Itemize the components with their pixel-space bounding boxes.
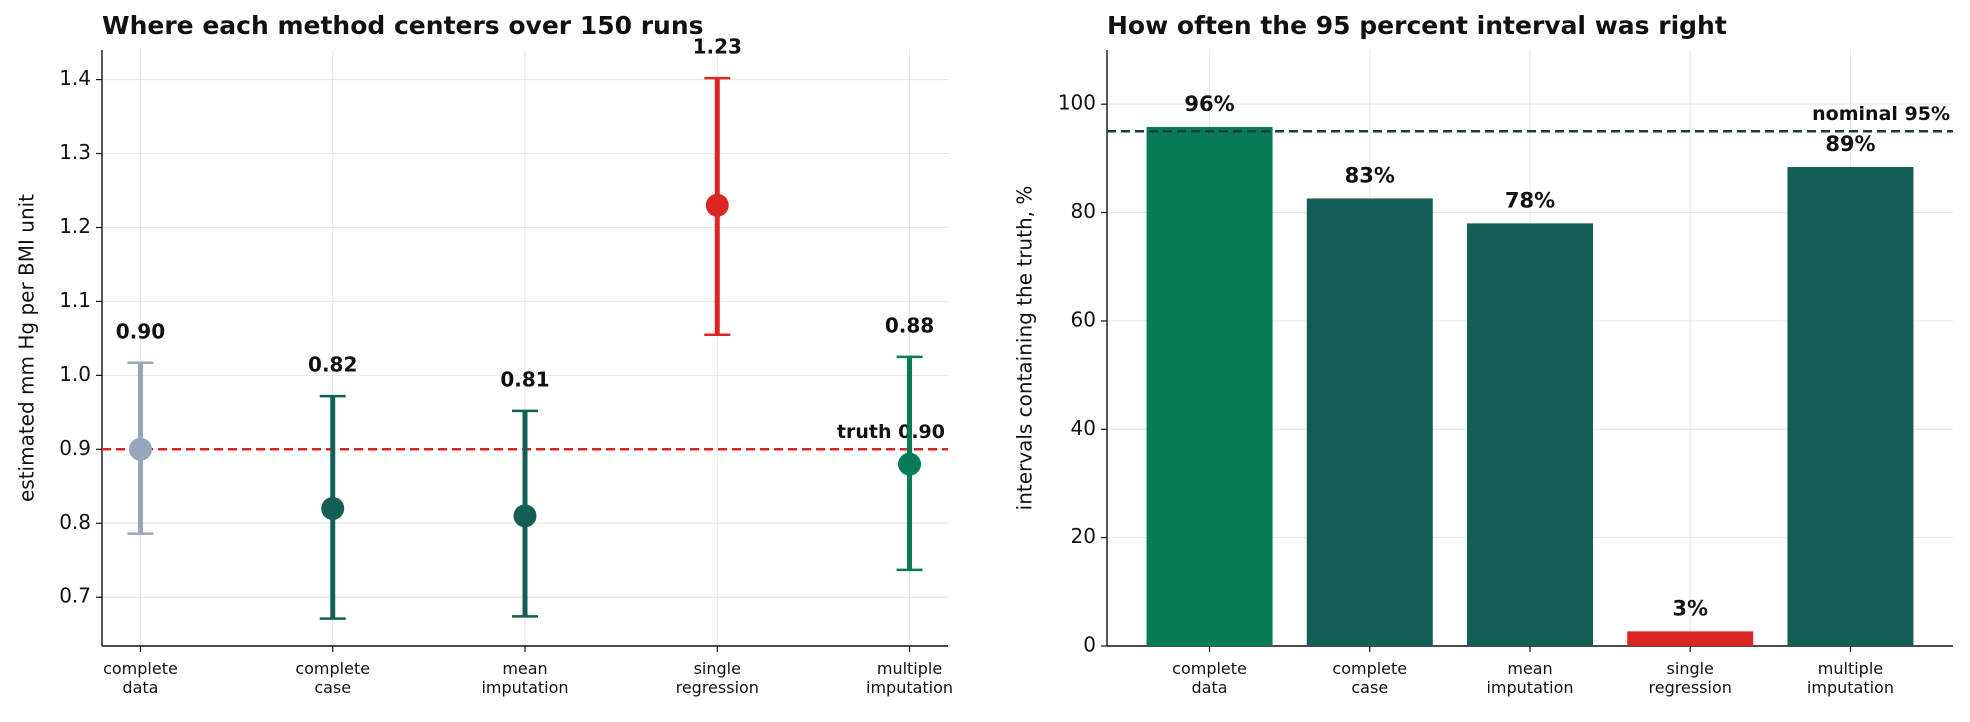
y-tick-label: 1.0 — [59, 362, 91, 386]
bar — [1787, 167, 1914, 647]
y-tick-label: 0.8 — [59, 510, 91, 534]
x-tick-label: multiple imputation — [866, 659, 954, 697]
point — [705, 193, 729, 217]
y-tick-label: 1.4 — [59, 66, 91, 90]
reference-label: nominal 95% — [1812, 103, 1950, 125]
value-label: 0.81 — [500, 367, 549, 391]
value-label: 89% — [1825, 132, 1875, 156]
x-tick-label: complete case — [295, 659, 371, 697]
x-tick-label: complete data — [103, 659, 178, 697]
value-label: 3% — [1672, 596, 1708, 620]
y-tick-label: 60 — [1071, 307, 1096, 331]
x-tick-label: single regression — [1648, 659, 1732, 697]
value-label: 78% — [1505, 188, 1555, 212]
y-tick-label: 80 — [1071, 199, 1096, 223]
value-label: 0.82 — [308, 353, 357, 377]
bar — [1467, 223, 1593, 646]
point — [898, 452, 922, 476]
x-tick-label: complete case — [1332, 659, 1408, 697]
value-label: 0.90 — [116, 319, 165, 343]
value-label: 0.88 — [885, 313, 934, 337]
y-tick-label: 20 — [1071, 524, 1096, 548]
y-tick-label: 0 — [1083, 633, 1096, 657]
x-tick-label: single regression — [675, 659, 759, 697]
value-label: 96% — [1184, 92, 1234, 116]
point — [128, 437, 152, 461]
point — [321, 496, 345, 520]
y-tick-label: 0.7 — [59, 584, 91, 608]
point — [513, 504, 537, 528]
chart-title: How often the 95 percent interval was ri… — [1107, 11, 1727, 40]
chart-title: Where each method centers over 150 runs — [102, 11, 704, 40]
y-axis-label: estimated mm Hg per BMI unit — [15, 194, 39, 502]
bar — [1627, 631, 1754, 646]
bar — [1306, 198, 1433, 646]
y-tick-label: 1.2 — [59, 214, 91, 238]
y-tick-label: 0.9 — [59, 436, 91, 460]
y-tick-label: 1.3 — [59, 140, 91, 164]
y-tick-label: 1.1 — [59, 288, 91, 312]
x-tick-label: mean imputation — [1486, 659, 1574, 697]
bar — [1146, 126, 1273, 647]
x-tick-label: mean imputation — [481, 659, 569, 697]
value-label: 1.23 — [693, 35, 742, 59]
x-tick-label: multiple imputation — [1806, 659, 1894, 697]
y-tick-label: 40 — [1071, 416, 1096, 440]
reference-label: truth 0.90 — [837, 421, 945, 443]
y-axis-label: intervals containing the truth, % — [1013, 186, 1037, 511]
y-tick-label: 100 — [1058, 91, 1096, 115]
x-tick-label: complete data — [1172, 659, 1247, 697]
value-label: 83% — [1345, 163, 1395, 187]
